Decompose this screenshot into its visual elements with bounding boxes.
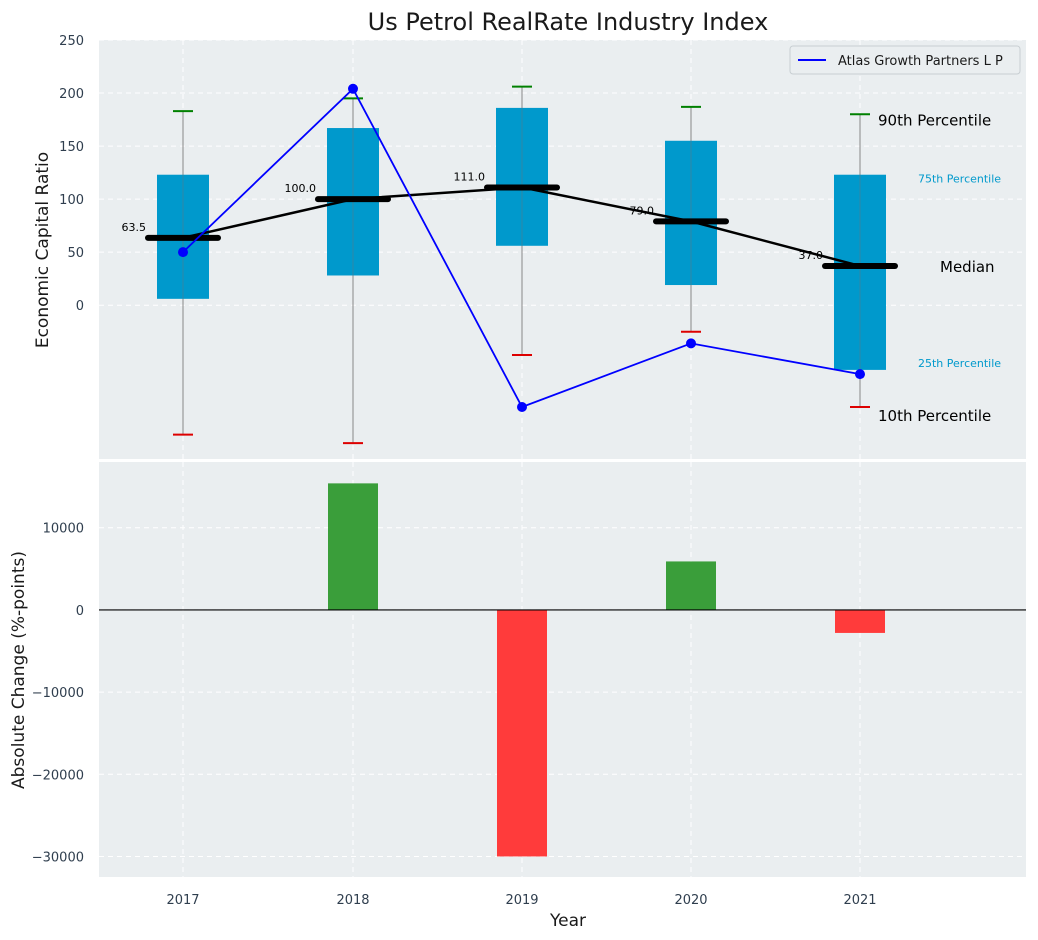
x-tick-label: 2020 [674,893,707,908]
bottom-y-tick-label: 10000 [43,522,84,537]
top-y-tick-label: 50 [67,246,84,261]
label-90th-percentile: 90th Percentile [878,111,991,129]
median-value-label: 111.0 [454,170,486,183]
chart-title: Us Petrol RealRate Industry Index [368,8,769,36]
bottom-panel: −30000 −20000 −10000 0 10000 2017 2018 2019 202… [9,462,1026,931]
bar-positive [328,483,378,610]
label-75th-percentile: 75th Percentile [918,173,1001,186]
x-tick-label: 2017 [166,893,199,908]
x-tick-label: 2019 [505,893,538,908]
bar-negative [497,609,547,857]
x-tick-label: 2021 [843,893,876,908]
bar-negative [835,609,885,633]
bottom-y-tick-label: −20000 [32,768,84,783]
legend-box [789,45,1021,75]
legend: Atlas Growth Partners L P [789,45,1021,75]
top-panel-background [99,40,1026,459]
top-y-tick-label: 0 [76,299,84,314]
bottom-y-tick-label: −30000 [32,850,84,865]
x-axis-label: Year [549,911,586,931]
company-point [855,369,865,380]
median-value-label: 63.5 [122,221,147,234]
top-y-tick-label: 100 [59,193,84,208]
label-25th-percentile: 25th Percentile [918,357,1001,370]
legend-label: Atlas Growth Partners L P [838,54,1003,69]
top-y-tick-label: 150 [59,140,84,155]
median-value-label: 37.0 [799,249,824,262]
bottom-y-tick-label: 0 [76,604,84,619]
top-panel: 0 50 100 150 200 250 63.5 100.0 111.0 79.0 37.0 9… [33,34,1026,459]
top-y-tick-label: 200 [59,87,84,102]
company-point [686,338,696,349]
x-tick-label: 2018 [336,893,369,908]
median-value-label: 100.0 [285,182,317,195]
bottom-y-tick-label: −10000 [32,686,84,701]
label-median: Median [940,258,995,276]
top-y-axis-label: Economic Capital Ratio [33,152,53,348]
bottom-y-axis-label: Absolute Change (%-points) [9,551,29,789]
company-point [517,402,527,413]
bar-positive [666,561,716,610]
median-value-label: 79.0 [630,204,655,217]
company-point [348,83,358,94]
bottom-panel-background [99,462,1026,877]
label-10th-percentile: 10th Percentile [878,407,991,425]
top-y-tick-label: 250 [59,34,84,49]
company-point [178,247,188,258]
